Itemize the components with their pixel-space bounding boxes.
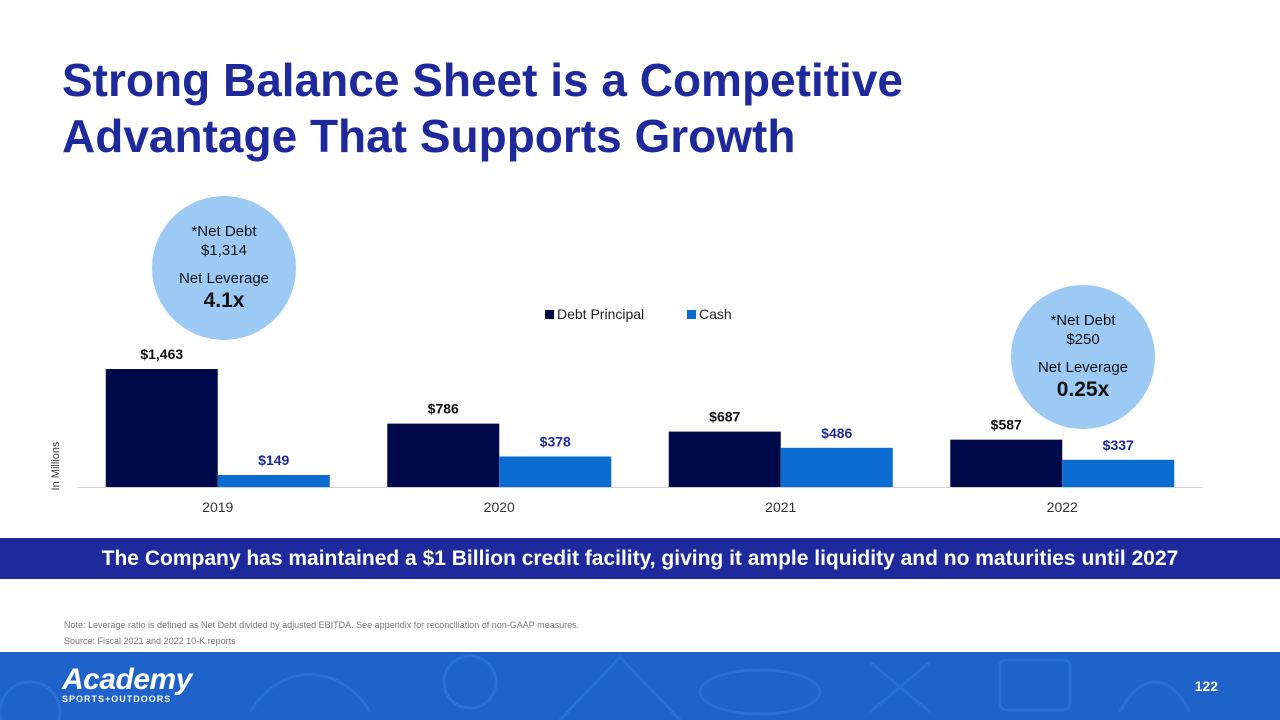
debt-principal-label-2020: $786 [428,401,459,417]
x-tick-label-2020: 2020 [484,499,515,515]
cash-bar-2022 [1062,459,1175,487]
x-tick-label-2019: 2019 [202,499,233,515]
cash-bar-2021 [780,447,893,487]
source-note: Source: Fiscal 2021 and 2022 10-K report… [64,636,236,646]
cash-label-2021: $486 [821,425,852,441]
x-tick-label-2022: 2022 [1047,499,1078,515]
title-line-1: Strong Balance Sheet is a Competitive [62,54,904,106]
cash-label-2020: $378 [540,434,571,450]
cash-bar-2019 [217,474,330,487]
cash-label-2019: $149 [258,452,289,468]
title-line-2: Advantage That Supports Growth [62,110,796,162]
net-debt-label: *Net Debt [1050,312,1116,329]
footer-bar: Academy SPORTS+OUTDOORS 122 [0,652,1280,720]
y-axis-label: In Millions [50,441,62,490]
debt-principal-label-2021: $687 [709,409,740,425]
net-debt-value: $1,314 [201,242,247,259]
net-leverage-value: 0.25x [1056,378,1110,401]
logo-tagline: SPORTS+OUTDOORS [62,694,172,704]
debt-principal-bar-2019 [105,369,218,487]
logo-wordmark: Academy [62,663,192,696]
legend-label-cash: Cash [699,306,732,322]
debt-principal-label-2022: $587 [991,417,1022,433]
debt-principal-bar-2022 [950,439,1063,487]
academy-logo: Academy SPORTS+OUTDOORS [62,663,192,705]
leverage-note: Note: Leverage ratio is defined as Net D… [64,620,580,630]
credit-facility-banner: The Company has maintained a $1 Billion … [0,538,1280,579]
net-leverage-bubble-2019: *Net Debt $1,314 Net Leverage 4.1x [152,196,296,340]
net-leverage-value: 4.1x [203,289,245,312]
debt-principal-label-2019: $1,463 [140,346,183,362]
net-debt-label: *Net Debt [191,223,257,240]
net-leverage-label: Net Leverage [178,270,270,287]
cash-label-2022: $337 [1103,437,1134,453]
legend-label-debt-principal: Debt Principal [557,306,644,322]
x-tick-label-2021: 2021 [765,499,796,515]
legend-swatch-cash [687,310,696,319]
net-leverage-label: Net Leverage [1037,359,1129,376]
debt-principal-bar-2020 [387,423,500,487]
net-leverage-bubble-2022: *Net Debt $250 Net Leverage 0.25x [1011,285,1155,429]
outdoor-pattern-decoration [0,654,1192,720]
page-number: 122 [1194,678,1218,694]
slide-title: Strong Balance Sheet is a Competitive Ad… [62,52,903,164]
net-debt-value: $250 [1066,331,1100,348]
cash-bar-2020 [499,456,612,487]
debt-principal-bar-2021 [668,431,781,487]
bar-chart: In Millions $1,463 $149 2019 $786 $378 2020 $68… [50,306,1203,515]
legend-swatch-debt-principal [545,310,554,319]
